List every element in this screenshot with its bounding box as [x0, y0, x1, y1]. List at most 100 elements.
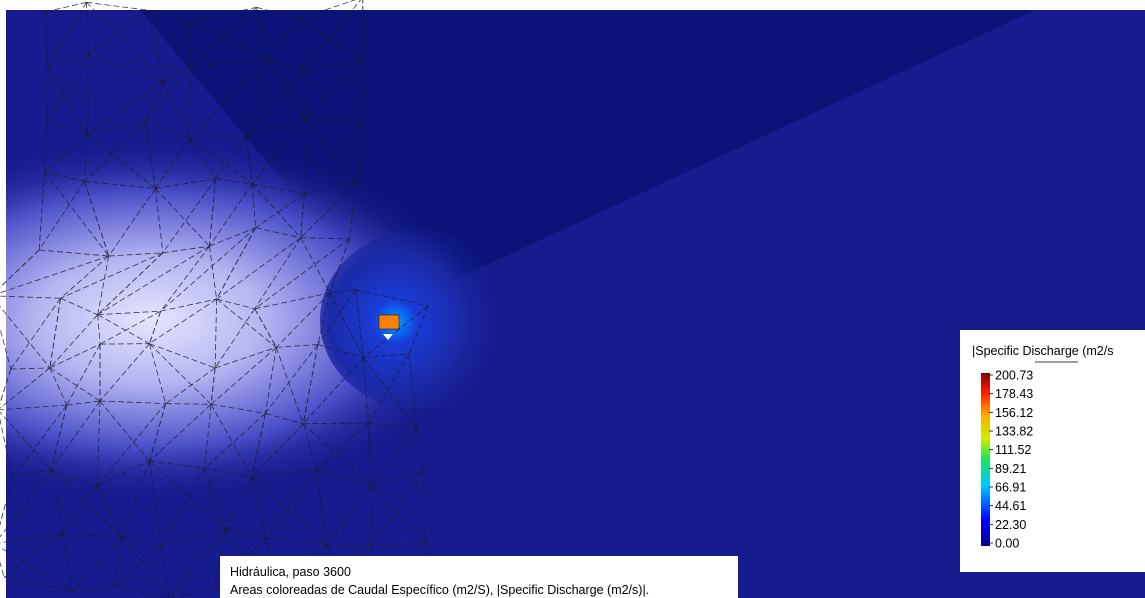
mesh-edge [254, 237, 302, 310]
mesh-edge [84, 181, 110, 257]
mesh-edge [276, 292, 331, 348]
mesh-edge [299, 0, 356, 19]
mesh-edge [211, 403, 266, 414]
mesh-edge [355, 289, 429, 307]
mesh-edge [145, 121, 190, 140]
structure [378, 314, 400, 330]
mesh-edge [303, 69, 306, 119]
mesh-edge [62, 531, 73, 592]
legend-label: 156.12 [995, 406, 1033, 420]
mesh-edge [363, 353, 409, 359]
mesh-edge [254, 292, 330, 310]
mesh-edge [114, 545, 162, 588]
mesh-edge [368, 423, 372, 487]
mesh-edge [12, 404, 68, 479]
mesh-edge [264, 347, 277, 414]
mesh-edge [86, 1, 149, 11]
mesh-edge [225, 529, 267, 539]
mesh-edge [303, 61, 364, 70]
mesh-edge [254, 238, 350, 310]
mesh-edge [50, 400, 101, 471]
mesh-edge [60, 252, 163, 299]
mesh-edge [300, 237, 350, 240]
legend-label: 22.30 [995, 518, 1026, 532]
mesh-edge [304, 61, 364, 119]
mesh-edge [303, 422, 369, 425]
mesh-edge [121, 460, 150, 538]
mesh-edge [251, 469, 317, 478]
mesh-edge [87, 133, 156, 189]
mesh-edge [329, 292, 364, 358]
mesh-edge [326, 485, 372, 545]
mesh-edge [189, 137, 247, 140]
mesh-edge [165, 367, 216, 404]
mesh-edge [245, 69, 304, 138]
mesh-edge [162, 65, 191, 83]
mesh-edge [302, 423, 317, 471]
mesh-edge [0, 404, 67, 411]
mesh-edge [214, 299, 218, 368]
mesh-edge [362, 357, 369, 424]
mesh-edge [66, 400, 100, 406]
mesh-edge [303, 0, 362, 70]
mesh-edge [149, 343, 216, 369]
mesh-edge [121, 537, 170, 598]
mesh-edge [216, 237, 301, 300]
mesh-edge [251, 413, 266, 478]
mesh-edge [145, 66, 191, 122]
mesh-edge [209, 178, 217, 247]
mesh-edge [317, 289, 357, 345]
legend-label: 111.52 [995, 443, 1031, 457]
mesh-edge [10, 367, 50, 370]
mesh-edge [97, 460, 150, 486]
mesh-edge [149, 343, 212, 405]
mesh-edge [299, 18, 364, 62]
caption-box [220, 556, 738, 598]
mesh-edge [225, 529, 278, 597]
mesh-edge [44, 133, 88, 173]
mesh-edge [0, 417, 13, 479]
mesh-edge [214, 308, 256, 369]
mesh-edge [210, 367, 216, 405]
mesh-edge [214, 346, 277, 369]
mesh-edge [4, 576, 73, 593]
mesh-edge [162, 245, 210, 254]
mesh-edge [189, 21, 268, 60]
mesh-edge [87, 81, 164, 135]
mesh-edge [145, 81, 164, 122]
mesh-edge [162, 21, 190, 83]
mesh-edge [0, 367, 51, 409]
mesh-edge [329, 238, 350, 294]
mesh-edge [304, 117, 357, 183]
mesh-edge [62, 485, 98, 533]
mesh-edge [50, 405, 68, 470]
mesh-edge [160, 298, 217, 312]
mesh-edge [267, 58, 304, 70]
mesh-edge [38, 171, 45, 251]
mesh-edge [374, 541, 427, 598]
mesh-edge [215, 178, 253, 185]
mesh-edge [300, 194, 305, 238]
mesh-edge [47, 120, 88, 135]
mesh-edge [155, 138, 190, 189]
mesh-edge [50, 469, 64, 533]
mesh-edge [47, 54, 89, 68]
mesh-edge [96, 485, 123, 538]
mesh-edge [0, 249, 40, 288]
mesh-edge [0, 295, 61, 299]
mesh-edge [71, 537, 123, 592]
mesh-edge [0, 411, 52, 471]
mesh-edge [88, 54, 164, 83]
mesh-edge [155, 188, 164, 253]
mesh-edge [190, 58, 268, 67]
mesh-edge [251, 183, 257, 228]
mesh-edge [47, 2, 87, 68]
mesh-edge [87, 54, 89, 135]
legend-label: 178.43 [995, 387, 1033, 401]
mesh-edge [99, 310, 161, 345]
mesh-edge [370, 485, 427, 543]
mesh-edge [0, 305, 51, 369]
mesh-edge [189, 138, 253, 185]
mesh-edge [0, 546, 73, 592]
